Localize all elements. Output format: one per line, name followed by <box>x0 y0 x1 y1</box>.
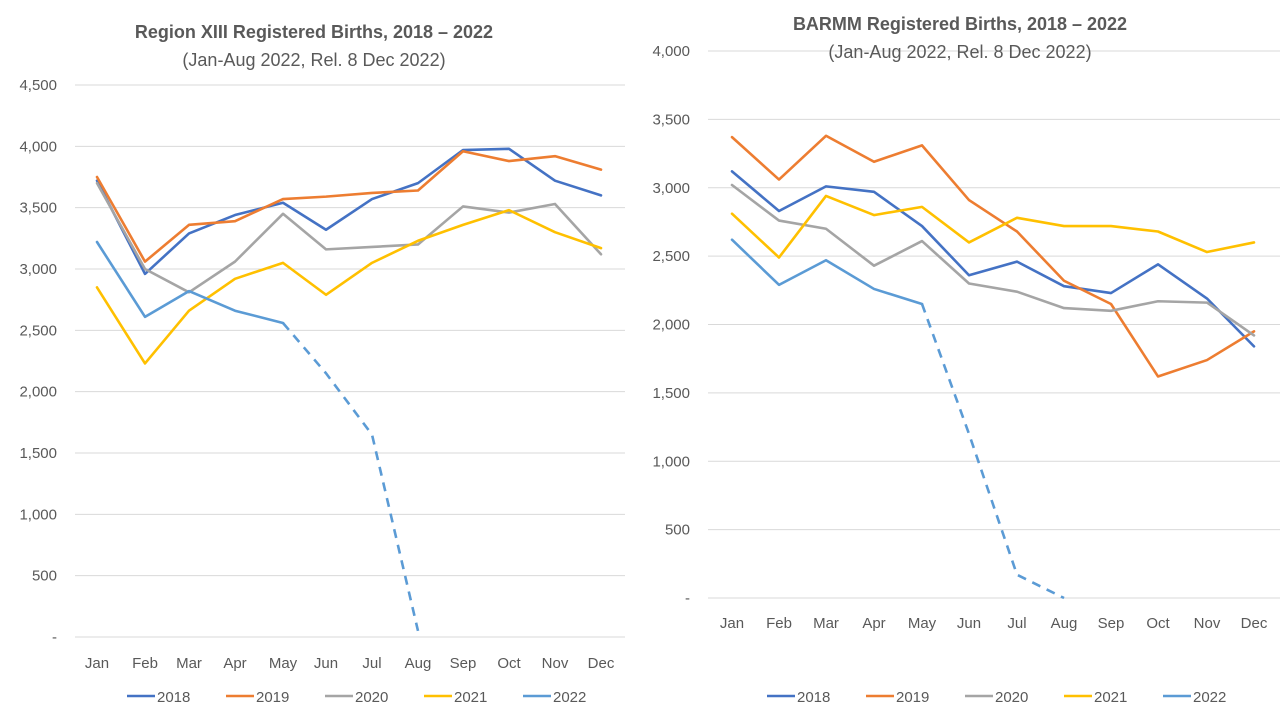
series-2022 <box>95 240 420 632</box>
x-tick-label: Oct <box>1146 615 1170 632</box>
y-tick-label: 500 <box>32 568 57 585</box>
series-line-2022 <box>730 238 924 306</box>
x-tick-label: Mar <box>813 615 839 632</box>
series-2021 <box>95 208 603 365</box>
legend-label: 2022 <box>1193 689 1226 706</box>
y-tick-label: 2,000 <box>652 317 690 334</box>
x-tick-label: Oct <box>497 655 521 672</box>
y-tick-label: 4,000 <box>19 138 57 155</box>
x-tick-label: Apr <box>223 655 246 672</box>
series-line-dashed-2022 <box>920 303 1065 600</box>
x-tick-label: Dec <box>1241 615 1268 632</box>
x-tick-label: Jul <box>362 655 381 672</box>
legend-label: 2019 <box>256 689 289 706</box>
series-line-2021 <box>730 194 1256 259</box>
x-tick-label: Feb <box>766 615 792 632</box>
x-tick-label: Sep <box>1098 615 1125 632</box>
series-2018 <box>730 170 1256 348</box>
x-tick-label: Jun <box>957 615 981 632</box>
legend-item-2019: 2019 <box>866 689 929 706</box>
y-tick-label: 2,000 <box>19 384 57 401</box>
legend-item-2021: 2021 <box>1064 689 1127 706</box>
chart-title: Region XIII Registered Births, 2018 – 20… <box>135 22 493 42</box>
chart-subtitle: (Jan-Aug 2022, Rel. 8 Dec 2022) <box>828 42 1091 62</box>
y-tick-label: 2,500 <box>652 248 690 265</box>
legend-item-2018: 2018 <box>127 689 190 706</box>
y-tick-label: 3,000 <box>19 261 57 278</box>
series-line-2019 <box>95 149 603 263</box>
y-tick-label: 2,500 <box>19 322 57 339</box>
legend-item-2020: 2020 <box>965 689 1028 706</box>
x-tick-label: Aug <box>1051 615 1078 632</box>
legend-label: 2021 <box>454 689 487 706</box>
legend-item-2022: 2022 <box>1163 689 1226 706</box>
x-tick-label: Dec <box>588 655 615 672</box>
series-2018 <box>95 147 603 276</box>
y-tick-label: - <box>685 590 690 607</box>
chart-2: - 500 1,000 1,500 2,000 2,500 3,000 3,500 4,000 J… <box>652 14 1280 706</box>
legend-label: 2018 <box>797 689 830 706</box>
series-2019 <box>95 149 603 263</box>
legend-item-2022: 2022 <box>523 689 586 706</box>
x-tick-label: Nov <box>542 655 569 672</box>
x-tick-label: Jan <box>720 615 744 632</box>
x-tick-label: Feb <box>132 655 158 672</box>
series-line-2019 <box>730 134 1256 378</box>
chart-subtitle: (Jan-Aug 2022, Rel. 8 Dec 2022) <box>182 50 445 70</box>
series-line-2018 <box>95 147 603 276</box>
chart-title: BARMM Registered Births, 2018 – 2022 <box>793 14 1127 34</box>
x-tick-label: Mar <box>176 655 202 672</box>
legend-item-2018: 2018 <box>767 689 830 706</box>
x-tick-label: Apr <box>862 615 885 632</box>
x-tick-label: May <box>269 655 298 672</box>
legend-item-2021: 2021 <box>424 689 487 706</box>
y-tick-label: 4,500 <box>19 77 57 94</box>
y-tick-label: 3,500 <box>652 111 690 128</box>
y-tick-label: 4,000 <box>652 43 690 60</box>
legend-label: 2021 <box>1094 689 1127 706</box>
legend-item-2019: 2019 <box>226 689 289 706</box>
series-line-2020 <box>95 181 603 294</box>
series-line-dashed-2022 <box>282 322 420 632</box>
y-tick-label: 3,000 <box>652 180 690 197</box>
x-tick-label: May <box>908 615 937 632</box>
x-tick-label: Jun <box>314 655 338 672</box>
x-tick-label: Nov <box>1194 615 1221 632</box>
x-tick-label: Aug <box>405 655 432 672</box>
y-tick-label: 1,000 <box>19 506 57 523</box>
chart-1: - 500 1,000 1,500 2,000 2,500 3,000 3,500 4,000 4… <box>19 22 625 706</box>
y-tick-label: 3,500 <box>19 200 57 217</box>
series-2020 <box>95 181 603 294</box>
y-tick-label: 500 <box>665 522 690 539</box>
legend-label: 2018 <box>157 689 190 706</box>
legend-label: 2020 <box>355 689 388 706</box>
series-2022 <box>730 238 1065 600</box>
x-tick-label: Sep <box>450 655 477 672</box>
x-tick-label: Jul <box>1007 615 1026 632</box>
y-tick-label: 1,000 <box>652 453 690 470</box>
series-line-2018 <box>730 170 1256 348</box>
series-2020 <box>730 183 1256 337</box>
series-line-2020 <box>730 183 1256 337</box>
legend-label: 2019 <box>896 689 929 706</box>
y-tick-label: 1,500 <box>652 385 690 402</box>
series-line-2021 <box>95 208 603 365</box>
y-tick-label: - <box>52 629 57 646</box>
series-2019 <box>730 134 1256 378</box>
x-tick-label: Jan <box>85 655 109 672</box>
legend-item-2020: 2020 <box>325 689 388 706</box>
series-2021 <box>730 194 1256 259</box>
legend-label: 2022 <box>553 689 586 706</box>
y-tick-label: 1,500 <box>19 445 57 462</box>
legend-label: 2020 <box>995 689 1028 706</box>
